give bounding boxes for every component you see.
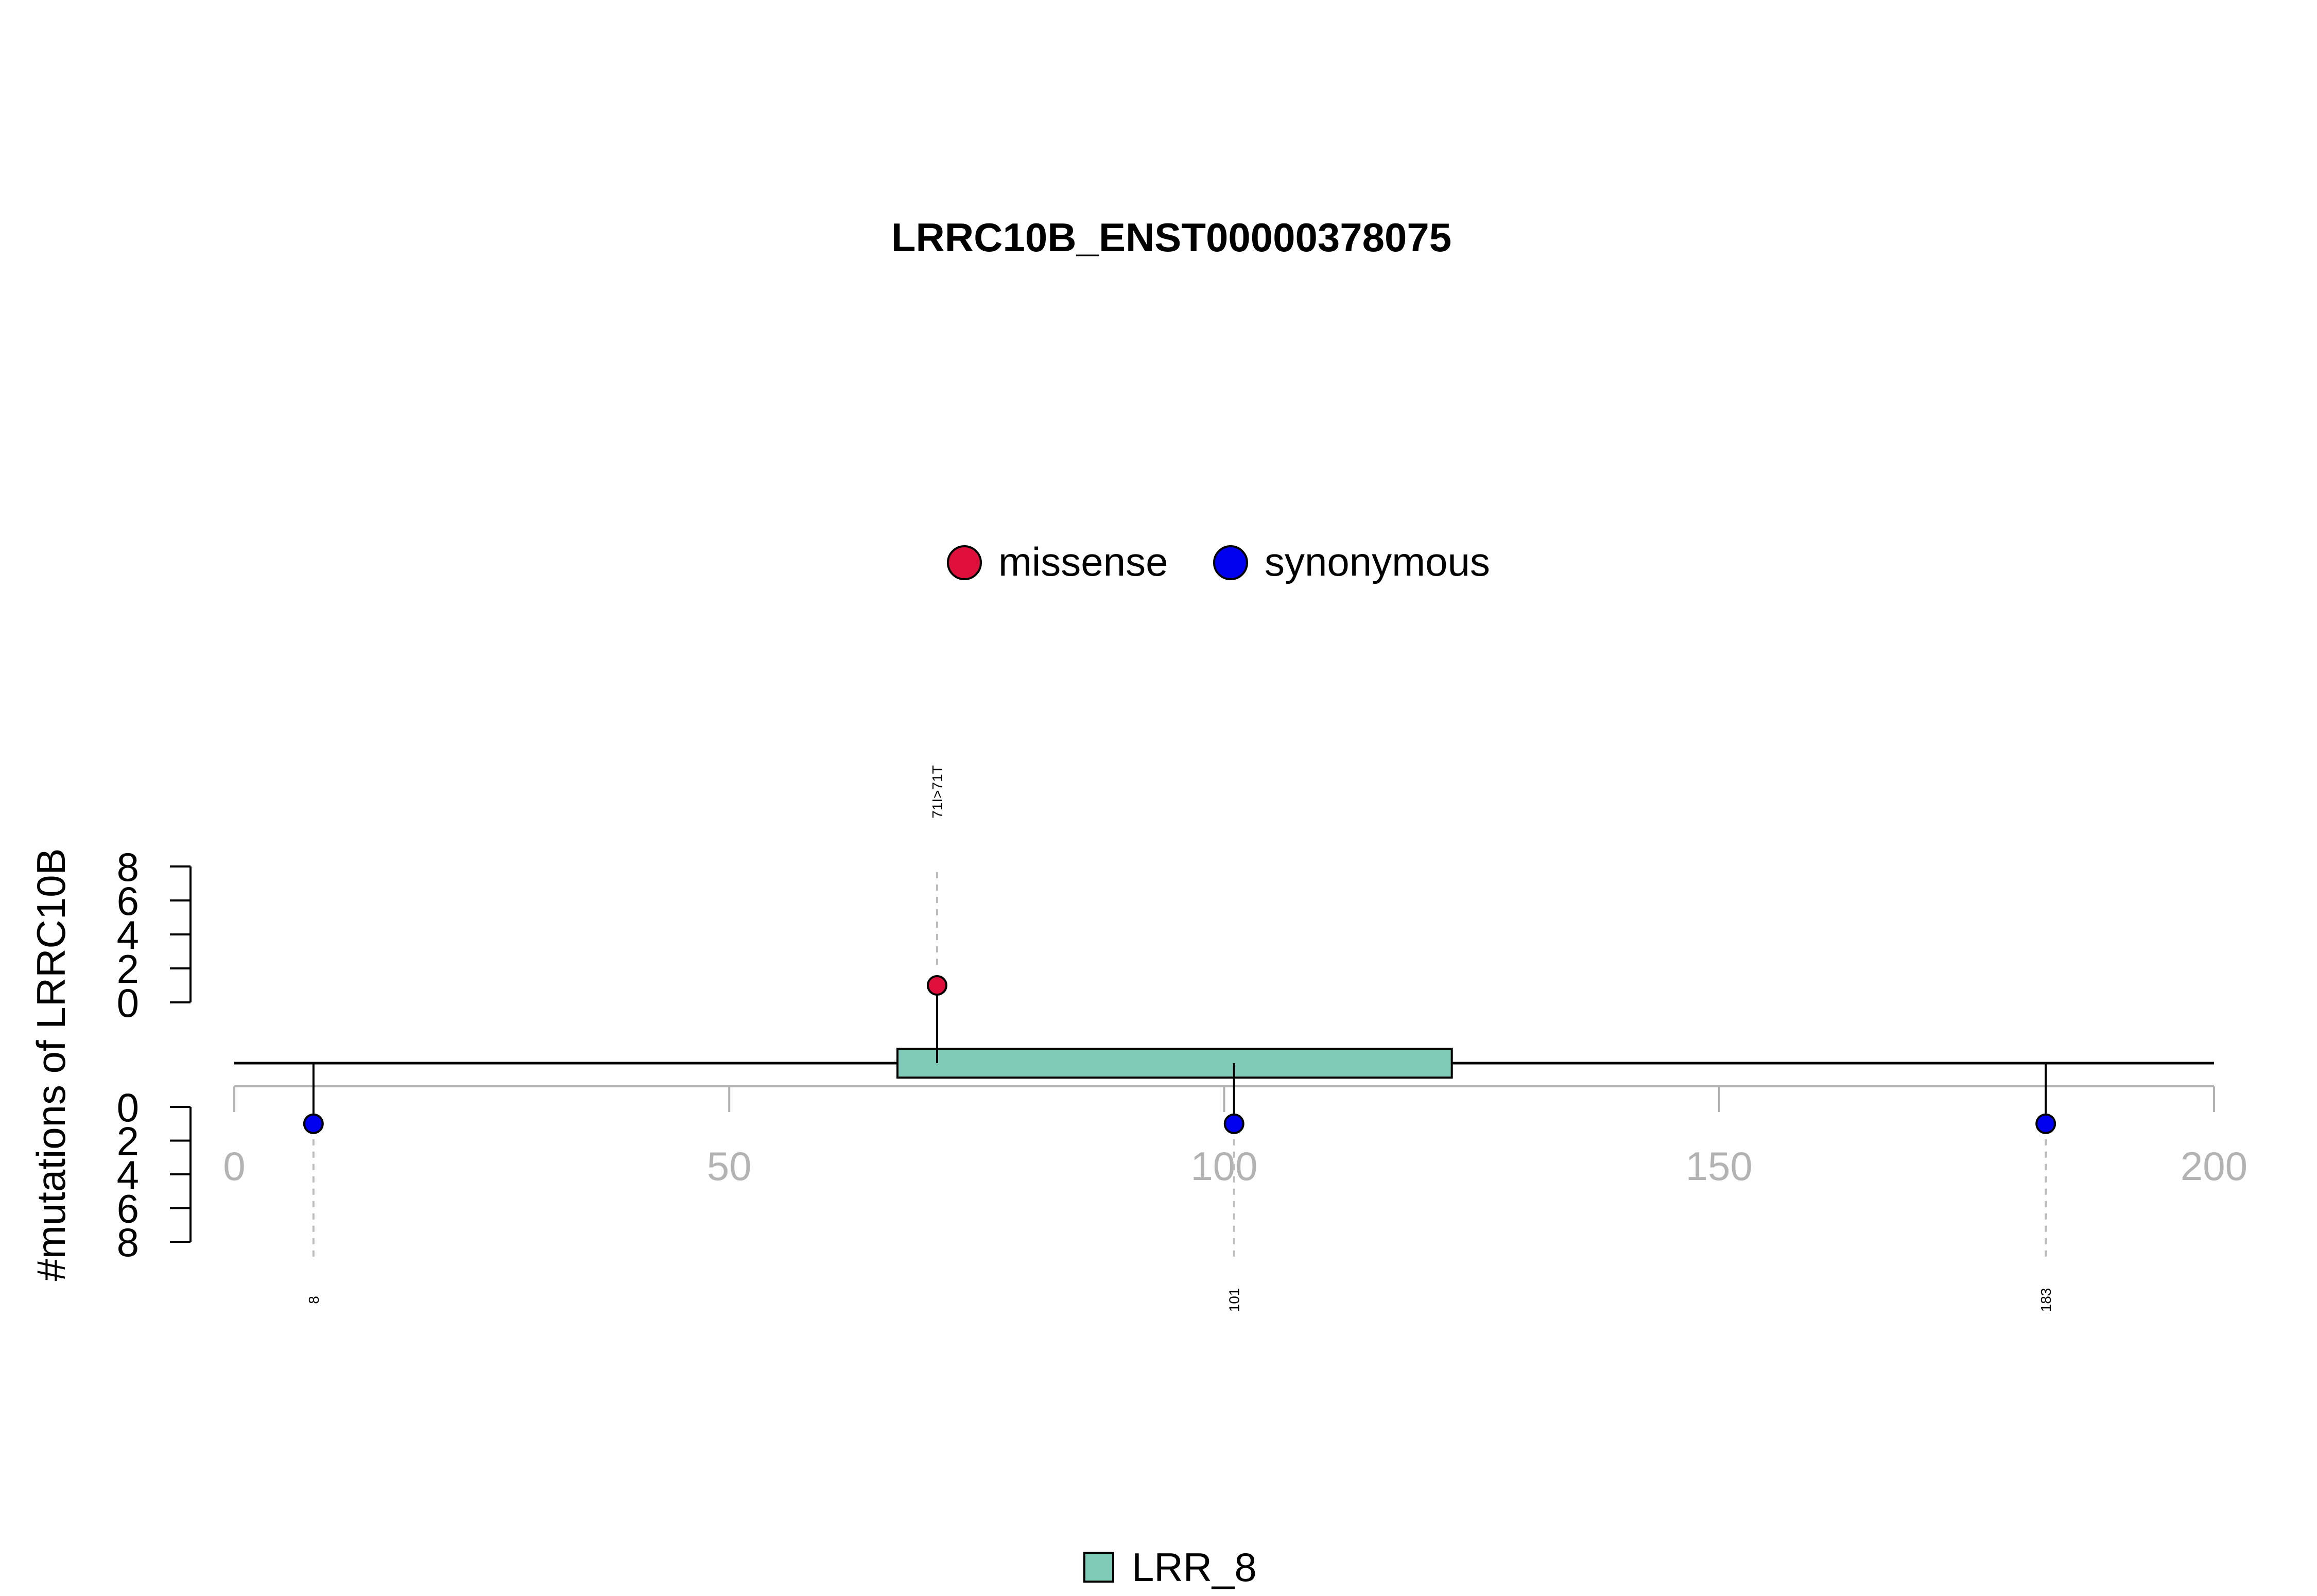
mutation-type-legend: missense synonymous	[947, 539, 1490, 584]
x-axis: 0 50 100 150 200	[223, 1085, 2247, 1189]
protein-domains	[896, 1048, 1453, 1079]
y-tick-label-upper: 2	[117, 946, 139, 992]
y-axis-label: #mutations of LRRC10B	[28, 848, 74, 1281]
mutation-101: 101	[1223, 1063, 1244, 1312]
y-tick-label-upper: 0	[117, 980, 139, 1026]
mutation-label: 183	[2038, 1288, 2054, 1312]
legend-label-missense: missense	[998, 539, 1168, 584]
legend-marker-synonymous	[1213, 545, 1248, 580]
x-tick-label: 100	[1190, 1143, 1257, 1189]
domain-legend: LRR_8	[1083, 1545, 1257, 1590]
legend-label-synonymous: synonymous	[1265, 539, 1490, 584]
y-tick-label-upper: 4	[117, 912, 139, 958]
y-tick-label-lower: 8	[117, 1220, 139, 1265]
y-tick-label-upper: 6	[117, 878, 139, 924]
chart-title: LRRC10B_ENST00000378075	[891, 215, 1451, 260]
mutation-point	[303, 1113, 324, 1134]
domain-LRR_8	[896, 1048, 1453, 1079]
domain-legend-label: LRR_8	[1132, 1545, 1257, 1590]
x-tick-label: 150	[1686, 1143, 1753, 1189]
y-tick-label-lower: 6	[117, 1186, 139, 1231]
domain-legend-swatch	[1083, 1552, 1114, 1583]
mutation-label: 101	[1226, 1288, 1242, 1312]
mutation-71: 71I>71T	[926, 765, 947, 1063]
mutation-8: 8	[303, 1063, 324, 1304]
mutation-point	[1223, 1113, 1244, 1134]
y-tick-label-upper: 8	[117, 844, 139, 890]
mutation-label: 8	[306, 1296, 322, 1304]
mutation-point	[2035, 1113, 2056, 1134]
x-tick-label: 0	[223, 1143, 245, 1189]
y-tick-label-lower: 2	[117, 1119, 139, 1164]
legend-marker-missense	[947, 545, 982, 580]
y-tick-label-lower: 0	[117, 1085, 139, 1130]
x-tick-label: 200	[2181, 1143, 2247, 1189]
mutation-183: 183	[2035, 1063, 2056, 1312]
x-tick-label: 50	[707, 1143, 752, 1189]
mutation-point	[926, 975, 947, 996]
y-tick-label-lower: 4	[117, 1152, 139, 1198]
mutation-label: 71I>71T	[929, 765, 945, 819]
mutation-lollipops: 8 71I>71T 101 183	[303, 765, 2056, 1312]
